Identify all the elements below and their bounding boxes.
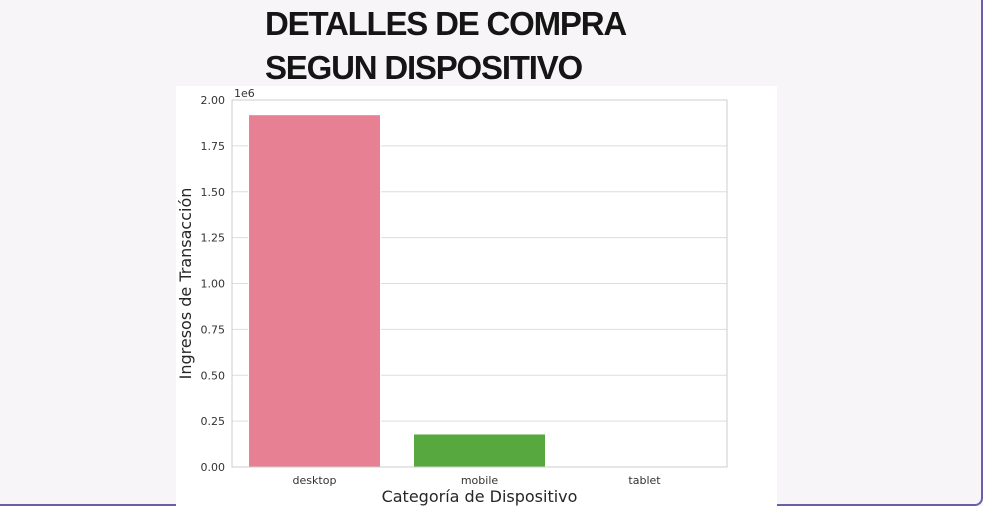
y-tick-label: 0.75	[201, 323, 226, 336]
y-tick-label: 2.00	[201, 94, 226, 107]
y-tick-label: 1.75	[201, 140, 226, 153]
y-tick-label: 1.00	[201, 278, 226, 291]
y-axis-label: Ingresos de Transacción	[176, 188, 195, 380]
chart-canvas: 0.00 0.25 0.50 0.75 1.00 1.25 1.50 1.75 2.00 des…	[176, 87, 728, 506]
bar-desktop	[248, 114, 381, 468]
y-scale-label: 1e6	[234, 87, 255, 100]
y-tick-label: 1.50	[201, 186, 226, 199]
x-tick-label: mobile	[461, 474, 499, 487]
plot-frame	[231, 99, 728, 468]
bar-mobile	[413, 433, 546, 468]
slide-title-line-1: DETALLES DE COMPRA	[265, 5, 627, 42]
y-tick-label: 0.50	[201, 369, 226, 382]
y-tick-label: 1.25	[201, 232, 226, 245]
bar-chart: 0.00 0.25 0.50 0.75 1.00 1.25 1.50 1.75 2.00 des…	[176, 86, 777, 506]
y-tick-labels: 0.00 0.25 0.50 0.75 1.00 1.25 1.50 1.75 2.00	[201, 94, 226, 474]
y-tick-label: 0.25	[201, 415, 226, 428]
slide-title: DETALLES DE COMPRA SEGUN DISPOSITIVO	[265, 2, 627, 90]
y-tick-label: 0.00	[201, 461, 226, 474]
x-tick-label: desktop	[293, 474, 337, 487]
bars	[248, 114, 546, 468]
x-tick-labels: desktop mobile tablet	[293, 474, 662, 487]
slide-title-line-2: SEGUN DISPOSITIVO	[265, 49, 583, 86]
x-tick-label: tablet	[628, 474, 661, 487]
x-axis-label: Categoría de Dispositivo	[382, 487, 578, 506]
